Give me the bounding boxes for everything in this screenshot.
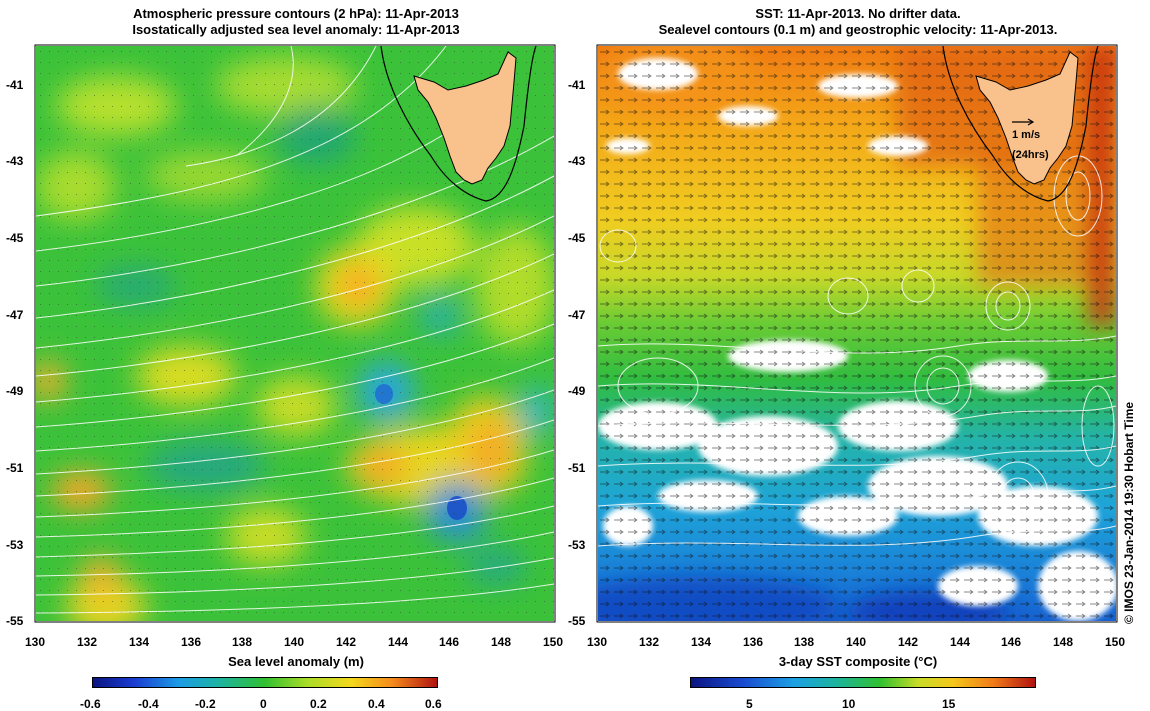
lat-tick: -47 [568,308,586,322]
lon-tick: 144 [388,635,409,649]
lon-tick: 134 [129,635,150,649]
colorbar-tick: 15 [942,697,956,711]
right-map-frame [596,44,1118,623]
lon-tick: 134 [691,635,712,649]
lon-tick: 130 [25,635,46,649]
colorbar-tick: -0.4 [138,697,159,711]
lon-tick: 140 [284,635,305,649]
scale-label-duration: (24hrs) [1012,149,1049,161]
lon-tick: 140 [846,635,867,649]
right-title-line2: Sealevel contours (0.1 m) and geostrophi… [658,22,1058,37]
left-title-line2: Isostatically adjusted sea level anomaly… [132,22,460,37]
lat-tick: -49 [568,384,586,398]
right-colorbar-label: 3-day SST composite (°C) [778,654,938,669]
left-colorbar-label: Sea level anomaly (m) [228,654,364,669]
lat-tick: -53 [568,538,586,552]
colorbar-tick: 0.4 [368,697,385,711]
lat-tick: -53 [6,538,24,552]
right-title-line1: SST: 11-Apr-2013. No drifter data. [755,6,961,21]
colorbar-tick: 0.2 [310,697,327,711]
lat-tick: -49 [6,384,24,398]
scale-label-speed: 1 m/s [1012,129,1040,141]
right-colorbar [690,677,1036,688]
lat-tick: -43 [568,154,586,168]
left-map-frame [34,44,556,623]
lat-tick: -43 [6,154,24,168]
lon-tick: 148 [1053,635,1074,649]
tasmania-landmass [975,51,1079,185]
lon-tick: 138 [232,635,253,649]
lon-tick: 138 [794,635,815,649]
lat-tick: -47 [6,308,24,322]
lat-tick: -41 [6,78,24,92]
lat-tick: -41 [568,78,586,92]
colorbar-tick: -0.6 [80,697,101,711]
lon-tick: 142 [898,635,919,649]
lat-tick: -55 [6,614,24,628]
lon-tick: 146 [1001,635,1022,649]
lon-tick: 148 [491,635,512,649]
lat-tick: -45 [6,231,24,245]
lat-tick: -55 [568,614,586,628]
colorbar-tick: 0 [260,697,267,711]
lon-tick: 130 [587,635,608,649]
lon-tick: 146 [439,635,460,649]
lat-tick: -45 [568,231,586,245]
lon-tick: 150 [543,635,564,649]
left-colorbar [92,677,438,688]
lon-tick: 150 [1105,635,1126,649]
lon-tick: 144 [950,635,971,649]
lon-tick: 132 [639,635,660,649]
sea-level-anomaly-map[interactable] [36,46,554,621]
lon-tick: 142 [336,635,357,649]
lon-tick: 132 [77,635,98,649]
left-title-line1: Atmospheric pressure contours (2 hPa): 1… [133,6,459,21]
velocity-scale-arrow [1012,118,1035,126]
tasmania-landmass [413,51,517,185]
sst-composite-map[interactable]: 1 m/s (24hrs) [598,46,1116,621]
colorbar-tick: 10 [842,697,856,711]
colorbar-tick: -0.2 [195,697,216,711]
lat-tick: -51 [6,461,24,475]
colorbar-tick: 0.6 [425,697,442,711]
lat-tick: -51 [568,461,586,475]
colorbar-tick: 5 [746,697,753,711]
lon-tick: 136 [743,635,764,649]
imos-credit: © IMOS 23-Jan-2014 19:30 Hobart Time [1122,401,1136,624]
lon-tick: 136 [181,635,202,649]
